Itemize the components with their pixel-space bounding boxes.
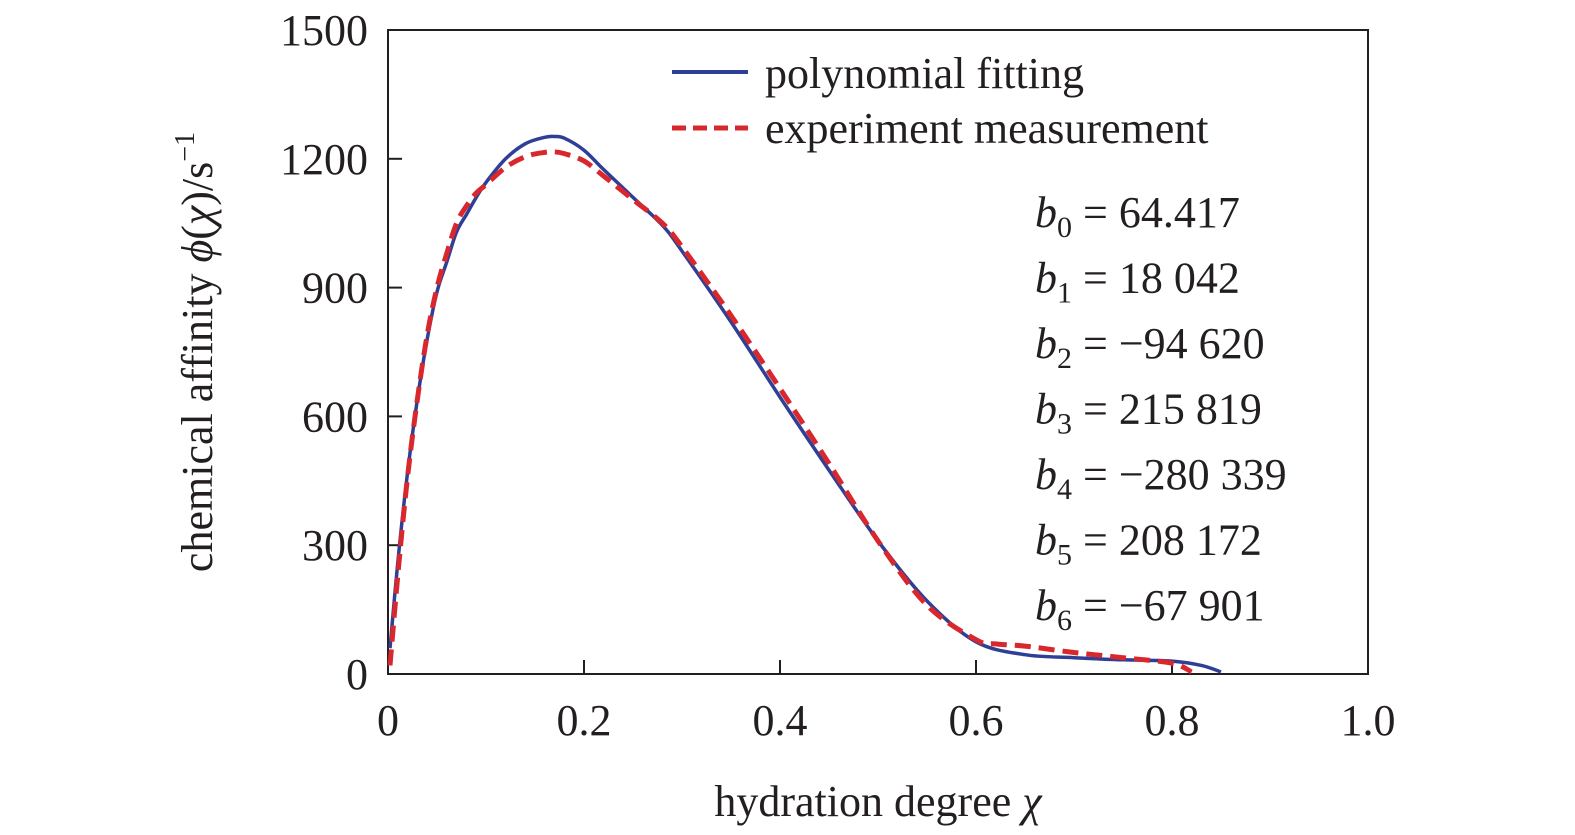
coefficient-subscript: 3 — [1057, 408, 1072, 441]
x-tick-label: 1.0 — [1341, 696, 1396, 745]
x-tick-label: 0.2 — [557, 696, 612, 745]
coefficient-value: = −94 620 — [1072, 319, 1265, 368]
coefficient-annotation: b0 = 64.417 — [1035, 188, 1240, 244]
coefficient-annotation: b2 = −94 620 — [1035, 319, 1265, 375]
plot-frame — [387, 29, 1369, 675]
coefficient-symbol: b — [1035, 450, 1057, 499]
coefficient-subscript: 4 — [1057, 473, 1072, 506]
coefficient-symbol: b — [1035, 319, 1057, 368]
coefficient-symbol: b — [1035, 385, 1057, 434]
y-tick-label: 1500 — [280, 6, 368, 55]
y-axis-label: chemical affinity ϕ(χ)/s−1 — [170, 132, 222, 572]
y-axis-label-arg: χ — [173, 204, 222, 229]
coefficient-annotation: b3 = 215 819 — [1035, 385, 1262, 441]
y-axis-label-func: ϕ — [173, 240, 222, 263]
coefficient-value: = −67 901 — [1072, 581, 1265, 630]
coefficient-subscript: 0 — [1057, 211, 1072, 244]
coefficient-value: = 18 042 — [1072, 254, 1240, 303]
coefficient-annotation: b1 = 18 042 — [1035, 254, 1240, 310]
x-tick-label: 0.6 — [949, 696, 1004, 745]
x-axis-label: hydration degree χ — [714, 777, 1043, 826]
x-axis-label-text: hydration degree — [714, 777, 1011, 826]
coefficient-annotation: b4 = −280 339 — [1035, 450, 1287, 506]
coefficient-value: = −280 339 — [1072, 450, 1287, 499]
y-tick-label: 300 — [302, 521, 368, 570]
coefficient-symbol: b — [1035, 254, 1057, 303]
y-axis-label-unit: /s — [173, 162, 222, 191]
ticks: 0 0.2 0.4 0.6 0.8 1.0 0 300 600 900 1200 1500 — [280, 6, 1396, 745]
coefficient-value: = 64.417 — [1072, 188, 1240, 237]
x-tick-label: 0.4 — [753, 696, 808, 745]
coefficient-symbol: b — [1035, 516, 1057, 565]
coefficient-subscript: 2 — [1057, 342, 1072, 375]
coefficient-symbol: b — [1035, 188, 1057, 237]
x-axis-label-symbol: χ — [1018, 777, 1043, 826]
coefficient-subscript: 6 — [1057, 604, 1072, 637]
legend-label-experiment: experiment measurement — [765, 104, 1208, 153]
series-line-polynomial-fitting — [388, 134, 1222, 674]
y-tick-label: 600 — [302, 392, 368, 441]
y-axis-label-unit-exp: −1 — [170, 132, 201, 162]
coefficient-value: = 215 819 — [1072, 385, 1262, 434]
coefficient-subscript: 5 — [1057, 539, 1072, 572]
series-line-experiment-measurement — [387, 149, 1193, 675]
x-tick-label: 0 — [377, 696, 399, 745]
coefficient-annotation: b6 = −67 901 — [1035, 581, 1265, 637]
y-tick-label: 0 — [346, 650, 368, 699]
legend: polynomial fitting experiment measuremen… — [672, 49, 1208, 153]
legend-label-polynomial: polynomial fitting — [765, 49, 1084, 98]
y-axis-label-text: chemical affinity — [173, 274, 222, 573]
y-tick-label: 900 — [302, 264, 368, 313]
coefficient-symbol: b — [1035, 581, 1057, 630]
y-tick-label: 1200 — [280, 135, 368, 184]
coefficient-annotation: b5 = 208 172 — [1035, 516, 1262, 572]
series-layer — [387, 134, 1222, 675]
x-tick-label: 0.8 — [1145, 696, 1200, 745]
coefficient-subscript: 1 — [1057, 277, 1072, 310]
coefficient-value: = 208 172 — [1072, 516, 1262, 565]
